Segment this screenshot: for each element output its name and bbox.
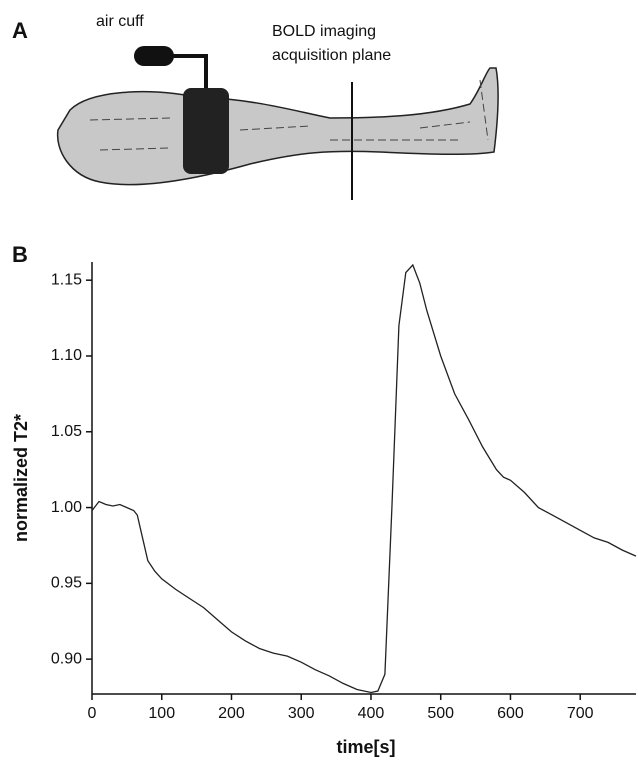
x-tick-label: 700 [567, 705, 594, 722]
plane-label: BOLD imaging [272, 23, 376, 40]
x-tick-label: 200 [218, 705, 245, 722]
x-tick-label: 0 [88, 705, 97, 722]
y-tick-label: 1.10 [51, 347, 82, 364]
x-tick-label: 300 [288, 705, 315, 722]
data-line [91, 263, 637, 694]
panel-label: A [12, 18, 28, 43]
leg-diagram [56, 46, 499, 200]
cuff-label: air cuff [96, 13, 144, 30]
plane-label: acquisition plane [272, 47, 391, 64]
y-tick-label: 1.00 [51, 499, 82, 516]
x-tick-label: 500 [427, 705, 454, 722]
x-tick-label: 400 [358, 705, 385, 722]
y-tick-label: 1.15 [51, 271, 82, 288]
panel-label: B [12, 242, 28, 267]
x-tick-label: 600 [497, 705, 524, 722]
x-axis-label: time[s] [336, 737, 395, 757]
y-tick-label: 1.05 [51, 423, 82, 440]
y-axis-label: normalized T2* [11, 414, 31, 542]
y-tick-label: 0.90 [51, 650, 82, 667]
x-tick-label: 100 [148, 705, 175, 722]
y-tick-label: 0.95 [51, 575, 82, 592]
